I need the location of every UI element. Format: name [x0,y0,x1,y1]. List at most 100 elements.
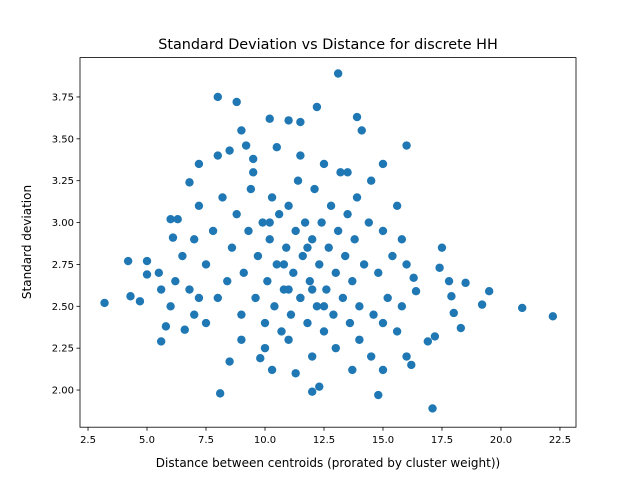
scatter-point [300,218,310,227]
scatter-point [319,159,329,169]
scatter-point [336,168,345,177]
scatter-point [397,235,407,244]
y-tick-label: 2.00 [52,386,74,397]
y-tick-label: 3.50 [52,134,74,145]
scatter-point [392,201,402,211]
scatter-point [260,343,270,353]
scatter-point [237,310,246,319]
scatter-point [366,352,376,361]
scatter-point [161,322,171,331]
scatter-point [227,243,237,252]
scatter-point [201,260,211,269]
scatter-point [310,184,319,194]
scatter-point [232,209,241,219]
scatter-point [343,209,352,219]
scatter-point [296,293,305,303]
scatter-point [407,360,416,370]
scatter-point [293,176,303,185]
scatter-point [374,390,383,400]
scatter-point [338,293,348,303]
scatter-point [272,260,281,269]
scatter-point [173,215,182,224]
scatter-point [248,154,258,164]
scatter-point [348,276,357,286]
scatter-point [312,102,322,112]
x-tick-label: 5.0 [139,435,155,446]
scatter-point [352,193,362,202]
scatter-point [345,318,355,328]
x-tick-label: 22.5 [549,435,571,446]
scatter-point [484,287,494,296]
scatter-point [397,302,407,311]
scatter-point [461,278,470,288]
x-tick-label: 15.0 [372,435,394,446]
scatter-point [333,226,343,236]
scatter-point [307,387,317,396]
scatter-point [279,260,289,269]
scatter-point [435,263,444,272]
scatter-point [517,303,527,313]
scatter-point [156,337,166,346]
scatter-point [355,302,364,311]
scatter-point [190,235,199,244]
scatter-point [265,114,274,123]
scatter-point [428,404,437,413]
scatter-point [326,201,336,211]
scatter-point [284,201,293,211]
scatter-point [402,352,411,361]
scatter-point [194,159,204,169]
scatter-point [194,201,204,211]
scatter-point [277,327,286,336]
scatter-point [126,292,135,301]
scatter-point [437,243,447,252]
scatter-point [305,276,315,286]
scatter-point [201,318,211,328]
scatter-point [251,293,260,303]
scatter-point [267,193,277,202]
scatter-point [296,117,305,127]
scatter-point [312,302,322,311]
scatter-point [291,369,300,378]
y-tick-label: 2.75 [52,260,74,271]
scatter-point [270,302,279,311]
scatter-point [239,268,248,277]
scatter-point [213,293,223,303]
scatter-point [307,285,317,294]
scatter-point [248,168,258,177]
scatter-point [291,226,300,236]
scatter-point [142,270,152,279]
scatter-point [341,251,350,261]
scatter-point [348,365,357,375]
y-tick-label: 3.75 [52,92,74,103]
scatter-point [307,352,317,361]
scatter-point [402,141,411,150]
scatter-point [315,382,324,391]
scatter-point [171,276,180,286]
scatter-point [225,146,234,155]
x-tick-label: 10.0 [254,435,276,446]
y-tick-label: 3.00 [52,218,74,229]
scatter-point [378,365,388,375]
scatter-point [237,126,246,135]
scatter-point [265,218,274,227]
scatter-point [185,178,194,187]
scatter-point [123,256,133,266]
x-tick-label: 12.5 [313,435,335,446]
scatter-point [244,226,253,236]
chart-title: Standard Deviation vs Distance for discr… [158,37,498,53]
scatter-point [213,92,223,102]
scatter-point [296,151,305,160]
scatter-point [185,285,194,294]
scatter-point [430,332,440,341]
scatter-point [378,226,388,236]
scatter-point [359,260,369,269]
scatter-point [333,69,343,78]
scatter-point [322,285,331,294]
y-axis-label: Standard deviation [20,185,34,299]
scatter-point [100,298,109,308]
scatter-point [331,343,340,353]
scatter-point [447,292,456,301]
scatter-point [388,251,397,261]
scatter-point [378,318,388,328]
scatter-point [355,335,364,344]
